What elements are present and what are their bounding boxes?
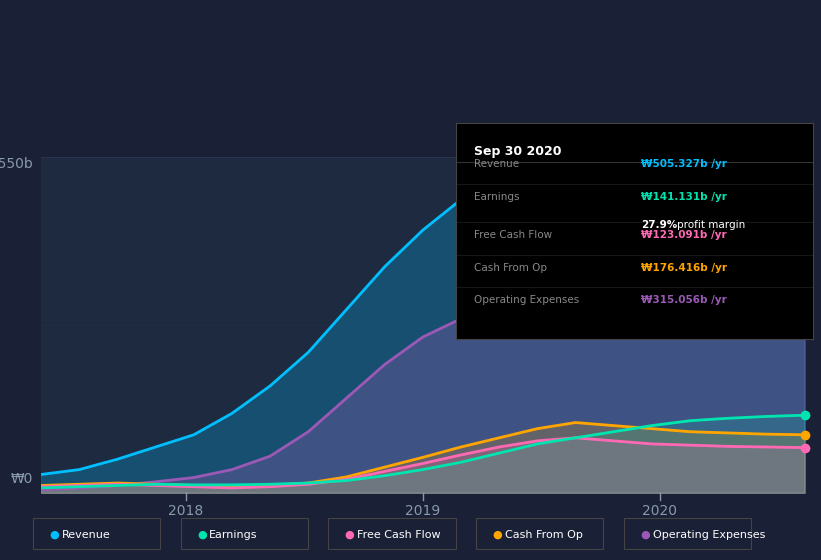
Text: ₩550b: ₩550b bbox=[0, 157, 34, 171]
Text: 27.9%: 27.9% bbox=[641, 220, 677, 230]
Text: Earnings: Earnings bbox=[474, 192, 519, 202]
Text: ●: ● bbox=[49, 530, 59, 540]
Text: ₩176.416b /yr: ₩176.416b /yr bbox=[641, 263, 727, 273]
Text: Earnings: Earnings bbox=[209, 530, 258, 540]
Text: ●: ● bbox=[493, 530, 502, 540]
Text: ₩315.056b /yr: ₩315.056b /yr bbox=[641, 295, 727, 305]
Text: ●: ● bbox=[197, 530, 207, 540]
Text: 2020: 2020 bbox=[642, 504, 677, 518]
Text: Free Cash Flow: Free Cash Flow bbox=[357, 530, 441, 540]
Text: Operating Expenses: Operating Expenses bbox=[474, 295, 579, 305]
Text: ●: ● bbox=[345, 530, 355, 540]
Text: ₩0: ₩0 bbox=[11, 472, 34, 486]
Text: ₩123.091b /yr: ₩123.091b /yr bbox=[641, 230, 727, 240]
Text: Revenue: Revenue bbox=[474, 159, 519, 169]
Text: ₩141.131b /yr: ₩141.131b /yr bbox=[641, 192, 727, 202]
Text: ●: ● bbox=[640, 530, 650, 540]
Text: profit margin: profit margin bbox=[677, 220, 745, 230]
Text: 2018: 2018 bbox=[168, 504, 204, 518]
Text: Cash From Op: Cash From Op bbox=[474, 263, 547, 273]
Text: ₩505.327b /yr: ₩505.327b /yr bbox=[641, 159, 727, 169]
Text: Revenue: Revenue bbox=[62, 530, 110, 540]
Text: 2019: 2019 bbox=[406, 504, 440, 518]
Text: Sep 30 2020: Sep 30 2020 bbox=[474, 144, 561, 158]
Text: Operating Expenses: Operating Expenses bbox=[653, 530, 765, 540]
Text: Free Cash Flow: Free Cash Flow bbox=[474, 230, 552, 240]
Text: Cash From Op: Cash From Op bbox=[505, 530, 583, 540]
